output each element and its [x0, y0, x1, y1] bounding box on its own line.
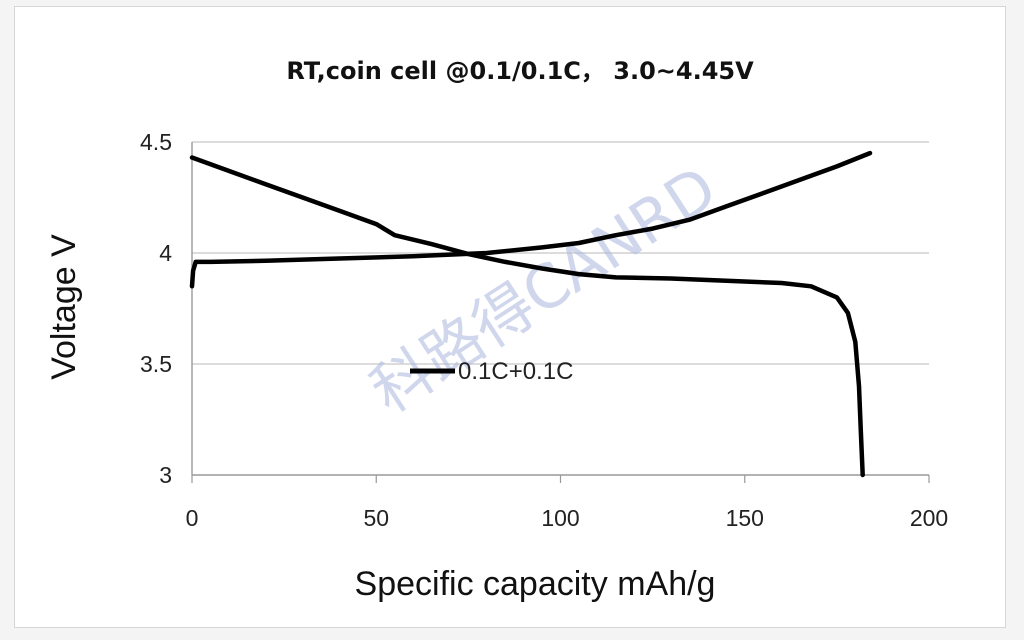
axes	[191, 142, 930, 483]
tick-labels: 3 3.5 4 4.5 0 50 100 150 200	[140, 129, 948, 531]
x-tick-label: 50	[363, 505, 389, 531]
legend: 0.1C+0.1C	[410, 358, 573, 385]
y-tick-label: 3.5	[140, 351, 172, 377]
discharge-curve	[189, 155, 865, 478]
series-lines	[189, 150, 873, 478]
legend-label: 0.1C+0.1C	[458, 358, 573, 385]
charge-curve	[189, 150, 873, 289]
watermark: 科路得CANRD	[359, 153, 729, 427]
y-tick-label: 4.5	[140, 129, 172, 155]
y-axis-label: Voltage V	[45, 234, 83, 380]
x-tick-label: 200	[910, 505, 948, 531]
chart-title: RT,coin cell @0.1/0.1C， 3.0~4.45V	[286, 57, 754, 85]
x-axis-label: Specific capacity mAh/g	[355, 565, 716, 603]
chart-frame: RT,coin cell @0.1/0.1C， 3.0~4.45V 科路得CAN…	[14, 6, 1006, 628]
voltage-capacity-chart: RT,coin cell @0.1/0.1C， 3.0~4.45V 科路得CAN…	[45, 57, 948, 603]
y-tick-label: 3	[159, 462, 172, 488]
grid-lines	[192, 141, 929, 365]
x-tick-label: 100	[541, 505, 579, 531]
x-tick-label: 150	[726, 505, 764, 531]
x-tick-label: 0	[186, 505, 199, 531]
y-tick-label: 4	[159, 240, 172, 266]
